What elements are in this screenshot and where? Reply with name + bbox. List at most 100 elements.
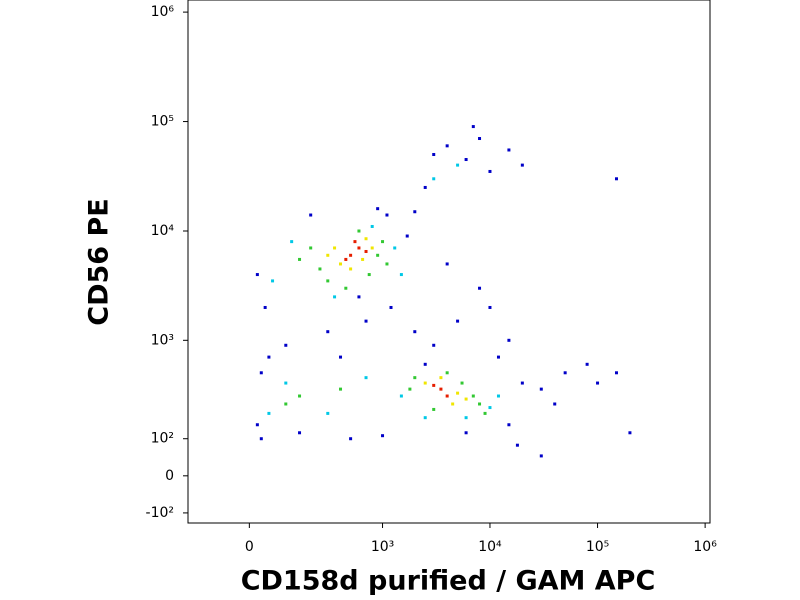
- point: [376, 207, 380, 211]
- point: [460, 381, 464, 385]
- y-tick-label: -10²: [146, 505, 174, 521]
- point: [432, 153, 436, 157]
- point: [423, 381, 427, 385]
- plot-frame: [187, 0, 711, 524]
- point: [464, 158, 468, 162]
- x-tick-label: 10³: [371, 539, 394, 555]
- point: [423, 416, 427, 420]
- point: [318, 267, 322, 271]
- x-tick-label: 10⁵: [586, 539, 609, 555]
- point: [259, 371, 263, 375]
- point: [464, 431, 468, 435]
- y-tick-label: 0: [165, 468, 174, 484]
- point: [507, 423, 511, 427]
- point: [628, 431, 632, 435]
- point: [263, 305, 267, 309]
- point: [478, 402, 482, 406]
- point: [432, 407, 436, 411]
- point: [381, 240, 385, 244]
- point: [284, 343, 288, 347]
- point: [339, 355, 343, 359]
- x-axis-title: CD158d purified / GAM APC: [241, 566, 656, 597]
- y-tick-label: 10⁴: [151, 223, 175, 239]
- point: [370, 224, 374, 228]
- point: [432, 383, 436, 387]
- point: [439, 376, 443, 380]
- point: [364, 249, 368, 253]
- point: [326, 253, 330, 257]
- point: [496, 394, 500, 398]
- point: [364, 237, 368, 241]
- point: [326, 411, 330, 415]
- point: [596, 381, 600, 385]
- point: [284, 381, 288, 385]
- point: [326, 330, 330, 334]
- point: [298, 257, 302, 261]
- point: [507, 148, 511, 152]
- x-tick-label: 10⁶: [693, 539, 717, 555]
- point: [361, 257, 365, 261]
- point: [471, 394, 475, 398]
- point: [464, 397, 468, 401]
- point: [399, 394, 403, 398]
- point: [333, 246, 337, 250]
- point: [357, 229, 361, 233]
- point: [445, 371, 449, 375]
- point: [614, 177, 618, 181]
- point: [357, 295, 361, 299]
- point: [389, 305, 393, 309]
- point: [271, 279, 275, 283]
- point: [385, 213, 389, 217]
- point: [344, 286, 348, 290]
- point: [478, 286, 482, 290]
- point: [445, 394, 449, 398]
- point: [488, 169, 492, 173]
- point: [393, 246, 397, 250]
- point: [309, 213, 313, 217]
- y-tick-label: 10⁵: [151, 114, 174, 130]
- point: [539, 454, 543, 458]
- point: [464, 416, 468, 420]
- point: [488, 305, 492, 309]
- point: [488, 406, 492, 410]
- point: [309, 246, 313, 250]
- point: [357, 246, 361, 250]
- point: [284, 402, 288, 406]
- point: [456, 163, 460, 167]
- point: [385, 262, 389, 266]
- point: [364, 376, 368, 380]
- point: [445, 144, 449, 148]
- point: [370, 246, 374, 250]
- point: [563, 371, 567, 375]
- point: [405, 234, 409, 238]
- point: [439, 387, 443, 391]
- point: [367, 273, 371, 277]
- point: [423, 185, 427, 189]
- point: [413, 376, 417, 380]
- point: [408, 387, 412, 391]
- point: [349, 267, 353, 271]
- point: [432, 343, 436, 347]
- point: [364, 319, 368, 323]
- x-tick-label: 0: [245, 539, 254, 555]
- point: [298, 394, 302, 398]
- point: [451, 402, 455, 406]
- point: [456, 319, 460, 323]
- point: [585, 362, 589, 366]
- point: [456, 391, 460, 395]
- point: [290, 240, 294, 244]
- y-axis-title: CD56 PE: [84, 198, 115, 325]
- point: [267, 355, 271, 359]
- point: [349, 437, 353, 441]
- point: [496, 355, 500, 359]
- point: [349, 253, 353, 257]
- y-tick-label: 10⁶: [151, 4, 175, 20]
- point: [553, 402, 557, 406]
- point: [413, 330, 417, 334]
- point: [344, 257, 348, 261]
- point: [298, 431, 302, 435]
- point: [333, 295, 337, 299]
- point: [255, 273, 259, 277]
- point: [507, 338, 511, 342]
